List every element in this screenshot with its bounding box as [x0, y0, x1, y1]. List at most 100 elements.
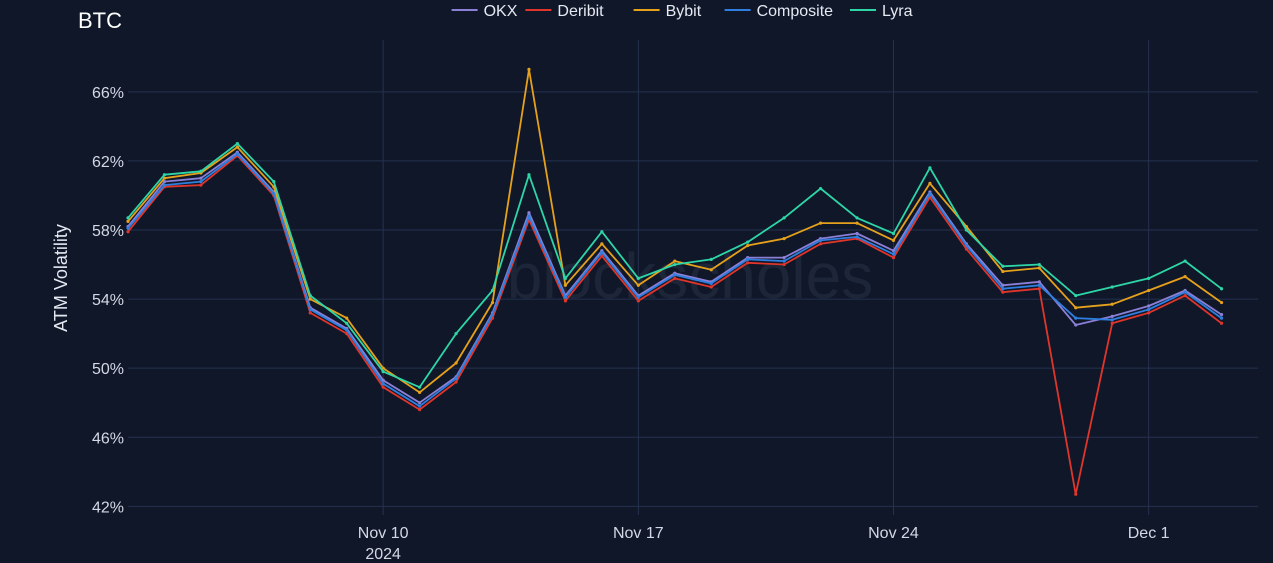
data-point: [454, 380, 458, 384]
series-lines: [126, 67, 1224, 496]
data-point: [1183, 294, 1187, 298]
data-point: [162, 180, 167, 184]
data-point: [1183, 259, 1187, 263]
data-point: [199, 183, 203, 187]
data-point: [818, 221, 823, 225]
data-point: [600, 250, 604, 255]
data-point: [1001, 283, 1005, 287]
legend[interactable]: OKX Deribit Bybit Composite Lyra: [451, 3, 913, 20]
data-point: [636, 295, 640, 299]
data-point: [964, 228, 968, 232]
data-point: [855, 231, 859, 236]
data-point: [454, 376, 458, 381]
legend-label: Bybit: [666, 3, 702, 20]
data-point: [381, 366, 385, 370]
data-point: [746, 240, 750, 244]
data-point: [636, 276, 640, 280]
data-point: [1110, 318, 1114, 322]
data-point: [709, 281, 713, 286]
data-point: [782, 259, 786, 263]
data-point: [162, 176, 167, 180]
data-point: [855, 235, 859, 239]
data-point: [418, 390, 422, 394]
data-point: [673, 273, 677, 277]
data-point: [855, 221, 859, 225]
x-tick-label: Nov 24: [868, 525, 919, 542]
series-line-deribit: [127, 154, 1223, 496]
data-point: [345, 321, 349, 325]
data-point: [272, 192, 276, 196]
data-point: [490, 288, 495, 293]
data-point: [1147, 276, 1151, 280]
y-tick-label: 66%: [92, 85, 124, 102]
data-point: [818, 186, 823, 191]
data-point: [600, 242, 604, 246]
data-point: [818, 238, 823, 242]
legend-item-lyra[interactable]: Lyra: [850, 3, 913, 20]
data-point: [308, 294, 312, 298]
legend-item-bybit[interactable]: Bybit: [633, 3, 702, 20]
data-point: [1219, 287, 1224, 291]
data-point: [308, 311, 312, 315]
data-point: [891, 238, 896, 242]
data-point: [1147, 288, 1151, 293]
data-point: [381, 370, 385, 374]
y-tick-label: 54%: [92, 292, 124, 309]
legend-item-composite[interactable]: Composite: [724, 3, 834, 20]
data-point: [709, 285, 713, 289]
legend-label: Composite: [757, 3, 834, 20]
data-point: [746, 261, 750, 265]
data-point: [126, 226, 130, 230]
data-point: [199, 169, 203, 173]
data-point: [673, 259, 677, 263]
data-point: [418, 404, 422, 408]
data-point: [891, 231, 896, 236]
data-point: [126, 219, 130, 223]
data-point: [1110, 321, 1114, 325]
data-point: [1074, 316, 1078, 320]
data-point: [1001, 264, 1005, 268]
data-point: [1183, 275, 1187, 279]
data-point: [1074, 294, 1078, 298]
y-tick-label: 42%: [92, 499, 124, 516]
x-tick-sublabel: 2024: [365, 546, 401, 563]
data-point: [855, 216, 859, 220]
data-point: [381, 385, 385, 389]
legend-label: Lyra: [882, 3, 913, 20]
data-point: [1219, 300, 1224, 305]
data-point: [1074, 323, 1078, 327]
data-point: [563, 295, 568, 299]
data-point: [782, 256, 786, 260]
data-point: [1219, 321, 1224, 325]
data-point: [490, 300, 495, 305]
data-point: [1110, 285, 1114, 289]
y-tick-label: 58%: [92, 223, 124, 240]
data-point: [1037, 262, 1041, 267]
legend-item-okx[interactable]: OKX: [451, 3, 518, 20]
data-point: [1037, 266, 1041, 270]
data-point: [1183, 290, 1187, 294]
data-point: [418, 401, 422, 405]
data-point: [600, 230, 604, 234]
y-tick-label: 50%: [92, 361, 124, 378]
data-point: [308, 297, 312, 301]
data-point: [418, 385, 422, 389]
data-point: [454, 332, 458, 336]
data-point: [782, 237, 786, 241]
data-point: [1110, 314, 1114, 318]
data-point: [746, 243, 750, 248]
data-point: [235, 152, 239, 156]
legend-item-deribit[interactable]: Deribit: [525, 3, 604, 20]
x-axis-ticks: Nov 10 2024 Nov 17 Nov 24 Dec 1: [358, 525, 1170, 563]
data-point: [162, 183, 167, 187]
data-point: [1074, 492, 1078, 496]
data-point: [162, 173, 167, 177]
data-point: [235, 142, 239, 146]
x-tick-label: Dec 1: [1128, 525, 1170, 542]
y-tick-label: 46%: [92, 430, 124, 447]
y-tick-label: 62%: [92, 154, 124, 171]
data-point: [381, 382, 385, 386]
data-point: [928, 166, 932, 170]
